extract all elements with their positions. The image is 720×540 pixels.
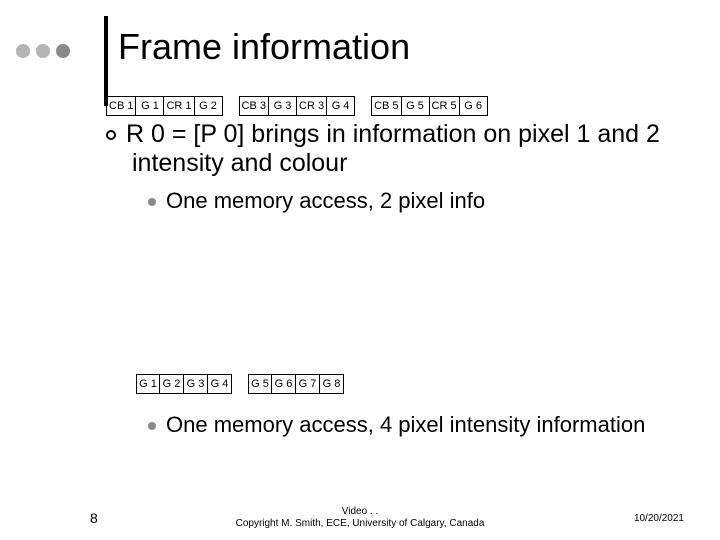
cell: G 6 xyxy=(272,374,296,394)
dot-2 xyxy=(36,44,50,58)
cell: G 4 xyxy=(327,96,355,116)
body: R 0 = [P 0] brings in information on pix… xyxy=(106,120,680,214)
cell-group: G 1G 2G 3G 4 xyxy=(136,374,232,394)
cell: G 5 xyxy=(248,374,272,394)
title-divider xyxy=(104,16,108,106)
bullet-disc-icon xyxy=(148,198,156,206)
cell: G 3 xyxy=(184,374,208,394)
sub-block-2: One memory access, 4 pixel intensity inf… xyxy=(106,402,680,438)
cell-group: CB 3G 3CR 3G 4 xyxy=(239,96,356,116)
cell: CB 3 xyxy=(239,96,269,116)
sub-point-1: One memory access, 2 pixel info xyxy=(106,188,680,214)
footer-line2: Copyright M. Smith, ECE, University of C… xyxy=(236,518,485,529)
cell: CR 5 xyxy=(430,96,460,116)
cell: G 1 xyxy=(136,96,164,116)
dot-3 xyxy=(56,44,70,58)
main-point: R 0 = [P 0] brings in information on pix… xyxy=(106,120,680,178)
cell: G 4 xyxy=(208,374,232,394)
footer-line1: Video . . xyxy=(342,506,379,517)
bullet-circle-icon xyxy=(106,130,116,140)
cells-row-2: G 1G 2G 3G 4 G 5G 6G 7G 8 xyxy=(136,374,360,394)
cell: G 8 xyxy=(320,374,344,394)
cell: CR 1 xyxy=(164,96,194,116)
cell: CB 5 xyxy=(371,96,401,116)
sub-point-2: One memory access, 4 pixel intensity inf… xyxy=(106,412,680,438)
cell: G 2 xyxy=(195,96,223,116)
footer: 8 Video . . Copyright M. Smith, ECE, Uni… xyxy=(0,510,720,526)
page-title: Frame information xyxy=(118,26,410,68)
cell: G 1 xyxy=(136,374,160,394)
cell: G 7 xyxy=(296,374,320,394)
bullet-disc-icon xyxy=(148,422,156,430)
main-point-text: R 0 = [P 0] brings in information on pix… xyxy=(126,120,660,177)
cells-row-1: CB 1G 1CR 1G 2CB 3G 3CR 3G 4CB 5G 5CR 5G… xyxy=(106,96,504,116)
page-number: 8 xyxy=(90,510,98,526)
cell: G 6 xyxy=(460,96,488,116)
footer-date: 10/20/2021 xyxy=(634,513,684,524)
dot-1 xyxy=(16,44,30,58)
cell-group: G 5G 6G 7G 8 xyxy=(248,374,344,394)
cell-group: CB 1G 1CR 1G 2 xyxy=(106,96,223,116)
sub-point-1-text: One memory access, 2 pixel info xyxy=(166,188,485,213)
cell: G 5 xyxy=(402,96,430,116)
footer-center: Video . . Copyright M. Smith, ECE, Unive… xyxy=(236,506,485,531)
sub-point-2-text: One memory access, 4 pixel intensity inf… xyxy=(166,412,645,437)
cell: CB 1 xyxy=(106,96,136,116)
cell-group: CB 5G 5CR 5G 6 xyxy=(371,96,488,116)
cell: G 3 xyxy=(269,96,297,116)
slide: Frame information CB 1G 1CR 1G 2CB 3G 3C… xyxy=(0,0,720,540)
title-dots xyxy=(16,44,70,58)
cell: G 2 xyxy=(160,374,184,394)
cell: CR 3 xyxy=(297,96,327,116)
